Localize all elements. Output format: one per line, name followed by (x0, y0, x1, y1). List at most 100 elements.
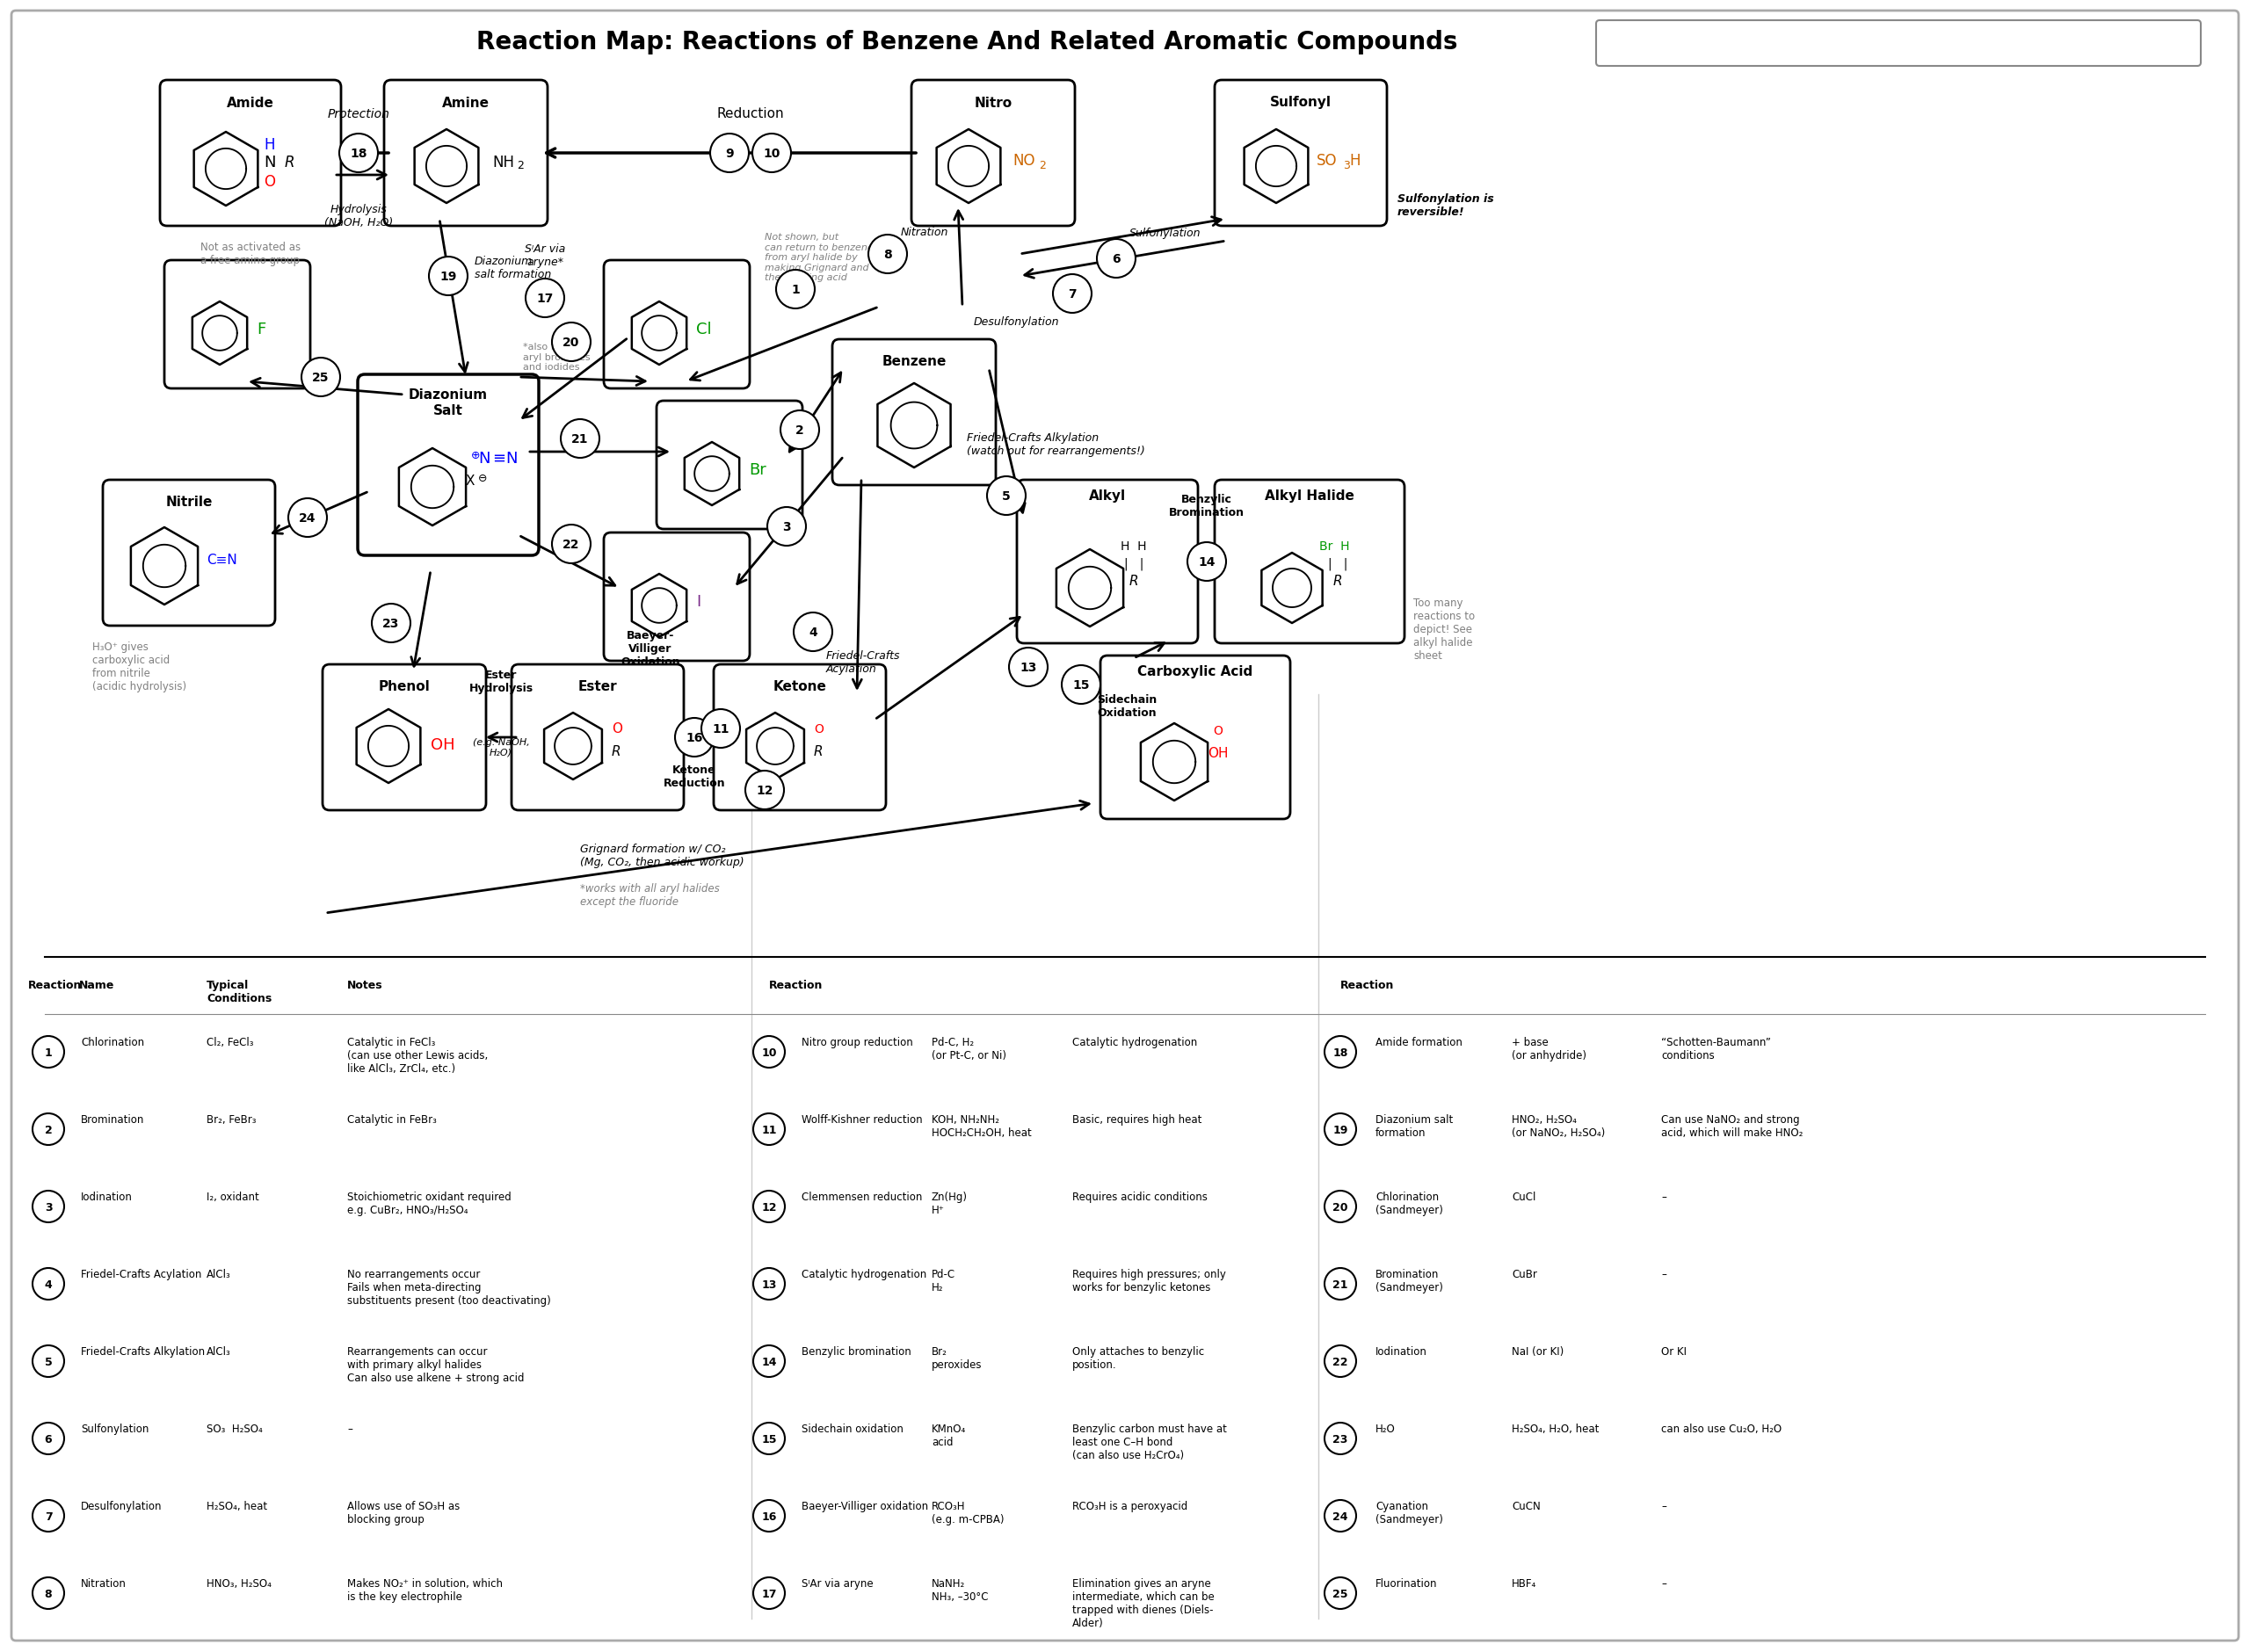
Text: 4: 4 (808, 626, 817, 638)
Text: 3: 3 (1343, 160, 1350, 172)
Text: Elimination gives an aryne
intermediate, which can be
trapped with dienes (Diels: Elimination gives an aryne intermediate,… (1073, 1578, 1215, 1629)
Circle shape (32, 1113, 65, 1145)
Circle shape (32, 1036, 65, 1067)
Text: Catalytic hydrogenation: Catalytic hydrogenation (801, 1269, 927, 1280)
Text: 1: 1 (792, 284, 799, 296)
Text: R: R (1130, 575, 1138, 588)
Text: 5: 5 (45, 1356, 52, 1366)
Text: Benzylic carbon must have at
least one C–H bond
(can also use H₂CrO₄): Benzylic carbon must have at least one C… (1073, 1422, 1226, 1460)
Circle shape (32, 1500, 65, 1531)
Text: 6: 6 (1112, 253, 1120, 266)
Text: *also from
aryl bromides
and iodides: *also from aryl bromides and iodides (522, 342, 590, 372)
Circle shape (752, 134, 792, 173)
Text: Benzylic bromination: Benzylic bromination (801, 1345, 911, 1356)
Text: Can use NaNO₂ and strong
acid, which will make HNO₂: Can use NaNO₂ and strong acid, which wil… (1660, 1113, 1802, 1138)
Text: 3: 3 (45, 1201, 52, 1213)
Text: Ester: Ester (578, 681, 616, 694)
Text: 16: 16 (761, 1510, 776, 1521)
FancyBboxPatch shape (603, 261, 749, 390)
Text: –: – (1660, 1269, 1667, 1280)
Text: RCO₃H
(e.g. m-CPBA): RCO₃H (e.g. m-CPBA) (931, 1500, 1004, 1525)
Text: Reduction: Reduction (718, 107, 785, 121)
Text: 15: 15 (761, 1432, 776, 1444)
Text: Br₂, FeBr₃: Br₂, FeBr₃ (207, 1113, 256, 1125)
Text: 6: 6 (45, 1432, 52, 1444)
Text: Fluorination: Fluorination (1375, 1578, 1438, 1589)
Text: N: N (479, 451, 490, 466)
Text: 14: 14 (1199, 557, 1215, 568)
Text: 13: 13 (1019, 661, 1037, 674)
FancyBboxPatch shape (358, 375, 538, 557)
Text: Cyanation
(Sandmeyer): Cyanation (Sandmeyer) (1375, 1500, 1442, 1525)
Text: Reaction Map: Reactions of Benzene And Related Aromatic Compounds: Reaction Map: Reactions of Benzene And R… (477, 30, 1458, 55)
Text: Iodination: Iodination (1375, 1345, 1426, 1356)
Circle shape (32, 1578, 65, 1609)
Circle shape (32, 1191, 65, 1222)
Text: Cl: Cl (695, 322, 711, 337)
Text: –: – (1660, 1578, 1667, 1589)
Text: O: O (814, 724, 824, 735)
Text: 23: 23 (1332, 1432, 1348, 1444)
Circle shape (754, 1113, 785, 1145)
Text: Br₂
peroxides: Br₂ peroxides (931, 1345, 983, 1370)
Text: Chlorination: Chlorination (81, 1036, 144, 1047)
Text: Catalytic in FeCl₃
(can use other Lewis acids,
like AlCl₃, ZrCl₄, etc.): Catalytic in FeCl₃ (can use other Lewis … (346, 1036, 488, 1074)
Text: RCO₃H is a peroxyacid: RCO₃H is a peroxyacid (1073, 1500, 1188, 1512)
Text: Ketone: Ketone (774, 681, 826, 694)
Circle shape (1325, 1269, 1357, 1300)
Text: Sidechain oxidation: Sidechain oxidation (801, 1422, 904, 1434)
Text: 17: 17 (761, 1588, 776, 1599)
Text: 12: 12 (761, 1201, 776, 1213)
Text: 15: 15 (1073, 679, 1089, 691)
Text: NaNH₂
NH₃, –30°C: NaNH₂ NH₃, –30°C (931, 1578, 988, 1602)
Text: Nitrile: Nitrile (166, 496, 212, 509)
Text: 2: 2 (796, 425, 803, 436)
Text: Nitro: Nitro (974, 96, 1012, 109)
Text: R: R (814, 745, 824, 758)
Text: 17: 17 (536, 292, 554, 304)
Text: https://www.MasterOrganicChemistry.com: https://www.MasterOrganicChemistry.com (1782, 38, 2014, 50)
Text: CuCl: CuCl (1512, 1191, 1537, 1203)
Circle shape (1325, 1345, 1357, 1378)
Text: 3: 3 (783, 520, 790, 534)
Circle shape (288, 499, 326, 537)
Text: Benzylic
Bromination: Benzylic Bromination (1170, 494, 1244, 519)
Text: Typical
Conditions: Typical Conditions (207, 980, 272, 1004)
Text: Amide formation: Amide formation (1375, 1036, 1462, 1047)
Text: Rearrangements can occur
with primary alkyl halides
Can also use alkene + strong: Rearrangements can occur with primary al… (346, 1345, 524, 1383)
Text: Phenol: Phenol (378, 681, 430, 694)
Text: 20: 20 (562, 337, 580, 349)
Text: N: N (506, 451, 518, 466)
Circle shape (1053, 274, 1091, 314)
Text: ≡: ≡ (493, 451, 506, 466)
Text: 13: 13 (761, 1279, 776, 1290)
Text: SᵎAr via aryne: SᵎAr via aryne (801, 1578, 873, 1589)
Circle shape (754, 1036, 785, 1067)
Text: HBF₄: HBF₄ (1512, 1578, 1537, 1589)
Circle shape (754, 1269, 785, 1300)
Text: Pd-C, H₂
(or Pt-C, or Ni): Pd-C, H₂ (or Pt-C, or Ni) (931, 1036, 1006, 1061)
Text: Grignard formation w/ CO₂
(Mg, CO₂, then acidic workup): Grignard formation w/ CO₂ (Mg, CO₂, then… (580, 843, 745, 867)
Text: Desulfonylation: Desulfonylation (81, 1500, 162, 1512)
Text: Basic, requires high heat: Basic, requires high heat (1073, 1113, 1202, 1125)
FancyBboxPatch shape (385, 81, 547, 226)
Text: Sulfonylation: Sulfonylation (81, 1422, 148, 1434)
Text: Desulfonylation: Desulfonylation (974, 316, 1060, 327)
Circle shape (1098, 240, 1136, 279)
Circle shape (560, 420, 598, 459)
Text: SO₃  H₂SO₄: SO₃ H₂SO₄ (207, 1422, 263, 1434)
Text: “Schotten-Baumann”
conditions: “Schotten-Baumann” conditions (1660, 1036, 1771, 1061)
Text: Chlorination
(Sandmeyer): Chlorination (Sandmeyer) (1375, 1191, 1442, 1216)
Text: X: X (466, 474, 475, 487)
Text: (e.g. NaOH,
H₂O): (e.g. NaOH, H₂O) (472, 738, 529, 757)
Text: –: – (1660, 1191, 1667, 1203)
Text: –: – (346, 1422, 353, 1434)
Circle shape (1325, 1578, 1357, 1609)
Circle shape (302, 358, 340, 396)
Circle shape (711, 134, 749, 173)
Text: 1: 1 (45, 1046, 52, 1057)
Circle shape (430, 258, 468, 296)
Text: R: R (1332, 575, 1343, 588)
Text: Nitration: Nitration (900, 226, 950, 238)
Text: 22: 22 (1332, 1356, 1348, 1366)
